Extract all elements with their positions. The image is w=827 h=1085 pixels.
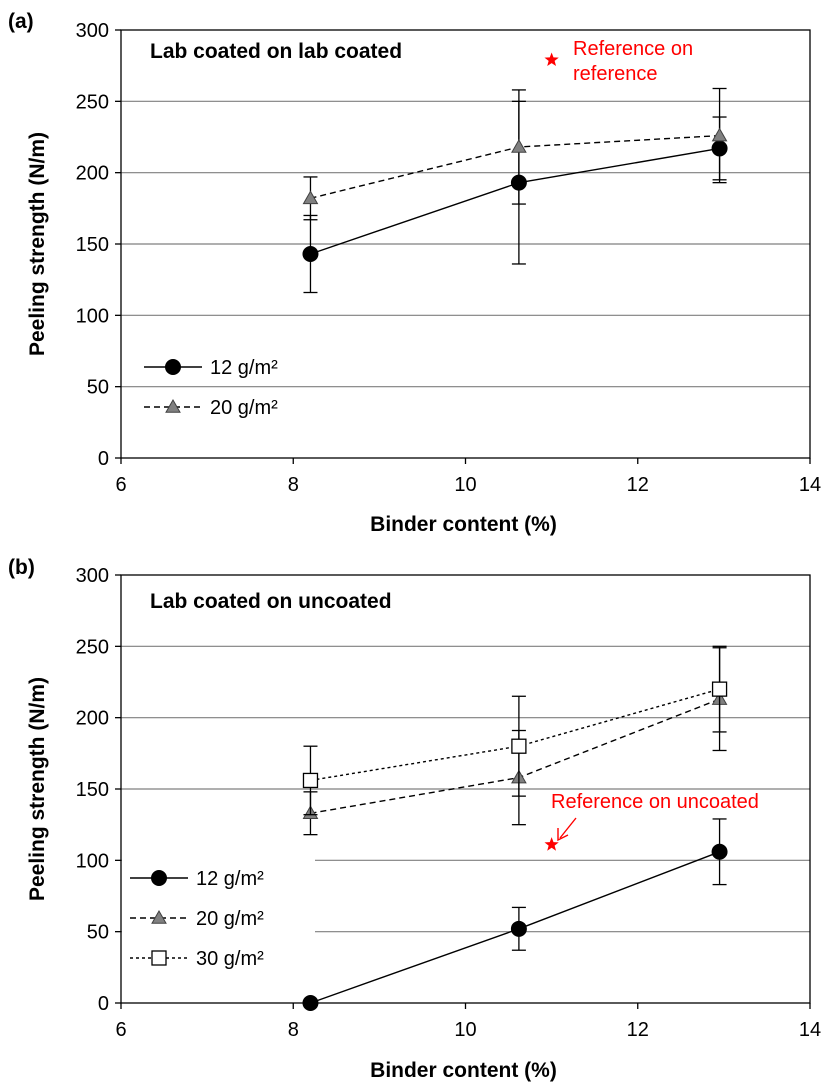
legend-marker	[151, 950, 167, 966]
legend-entry-label: 12 g/m²	[196, 868, 264, 890]
panel-label: (a)	[8, 10, 34, 33]
legend: 12 g/m² 20 g/m² 30 g/m²	[122, 858, 315, 982]
x-tick-label: 8	[288, 474, 299, 496]
y-tick-label: 300	[76, 20, 109, 42]
legend-entry-label: 20 g/m²	[196, 908, 264, 930]
series-circle	[302, 818, 728, 1011]
legend: 12 g/m² 20 g/m²	[144, 357, 278, 419]
y-tick-label: 150	[76, 779, 109, 801]
chart-panel-b: 0 50 100 150 200 250 300 6 8 10 12 14 Binder content…	[8, 556, 821, 1082]
y-tick-label: 50	[87, 922, 109, 944]
y-tick-label: 0	[98, 448, 109, 470]
chart-title: Lab coated on lab coated	[150, 40, 402, 63]
reference-point: Reference on uncoated	[544, 791, 759, 851]
data-point	[511, 138, 527, 153]
x-tick-label: 6	[115, 474, 126, 496]
reference-label: Reference on	[573, 38, 693, 60]
series-circle	[302, 100, 728, 294]
y-tick-label: 100	[76, 305, 109, 327]
panel-label: (b)	[8, 556, 35, 579]
series-line	[310, 147, 720, 255]
data-point	[302, 245, 319, 262]
reference-arrow	[559, 817, 577, 839]
y-tick-label: 150	[76, 234, 109, 256]
reference-label: reference	[573, 63, 658, 85]
legend-marker	[165, 398, 181, 413]
y-tick-label: 200	[76, 163, 109, 185]
reference-label: Reference on uncoated	[551, 791, 759, 813]
y-tick-label: 300	[76, 565, 109, 587]
series-square	[302, 645, 728, 816]
legend-marker	[151, 870, 167, 886]
x-tick-label: 12	[627, 474, 649, 496]
legend-marker	[151, 909, 167, 924]
legend-entry-label: 30 g/m²	[196, 948, 264, 970]
y-tick-label: 250	[76, 91, 109, 113]
y-tick-label: 50	[87, 377, 109, 399]
legend-entry-label: 20 g/m²	[210, 397, 278, 419]
data-point	[711, 843, 728, 860]
data-point	[711, 681, 728, 697]
y-tick-label: 100	[76, 850, 109, 872]
reference-point: Reference on reference	[544, 38, 693, 85]
y-tick-label: 200	[76, 708, 109, 730]
series-line	[310, 688, 720, 782]
series-triangle	[302, 87, 728, 221]
data-point	[302, 995, 319, 1011]
legend-marker	[165, 359, 181, 375]
star-icon	[544, 52, 559, 67]
x-tick-label: 10	[454, 474, 476, 496]
x-tick-label: 14	[799, 474, 821, 496]
y-axis-title: Peeling strength (N/m)	[26, 132, 49, 356]
y-tick-label: 250	[76, 636, 109, 658]
x-axis-title: Binder content (%)	[370, 1059, 557, 1082]
x-tick-label: 12	[627, 1019, 649, 1041]
chart-title: Lab coated on uncoated	[150, 590, 392, 613]
data-point	[302, 772, 319, 789]
data-point	[302, 190, 319, 205]
legend-entry-label: 12 g/m²	[210, 357, 278, 379]
data-point	[711, 127, 728, 142]
x-tick-label: 8	[288, 1019, 299, 1041]
x-axis-title: Binder content (%)	[370, 513, 557, 536]
data-point	[511, 738, 527, 754]
y-tick-label: 0	[98, 993, 109, 1015]
y-axis-title: Peeling strength (N/m)	[26, 677, 49, 901]
data-point	[510, 920, 527, 937]
x-tick-label: 10	[454, 1019, 476, 1041]
reference-arrow-head	[557, 828, 569, 842]
star-icon	[544, 837, 559, 851]
chart-panel-a: 0 50 100 150 200 250 300 6 8 10 12 14 Binder content…	[8, 10, 821, 536]
x-tick-label: 6	[115, 1019, 126, 1041]
x-tick-label: 14	[799, 1019, 821, 1041]
